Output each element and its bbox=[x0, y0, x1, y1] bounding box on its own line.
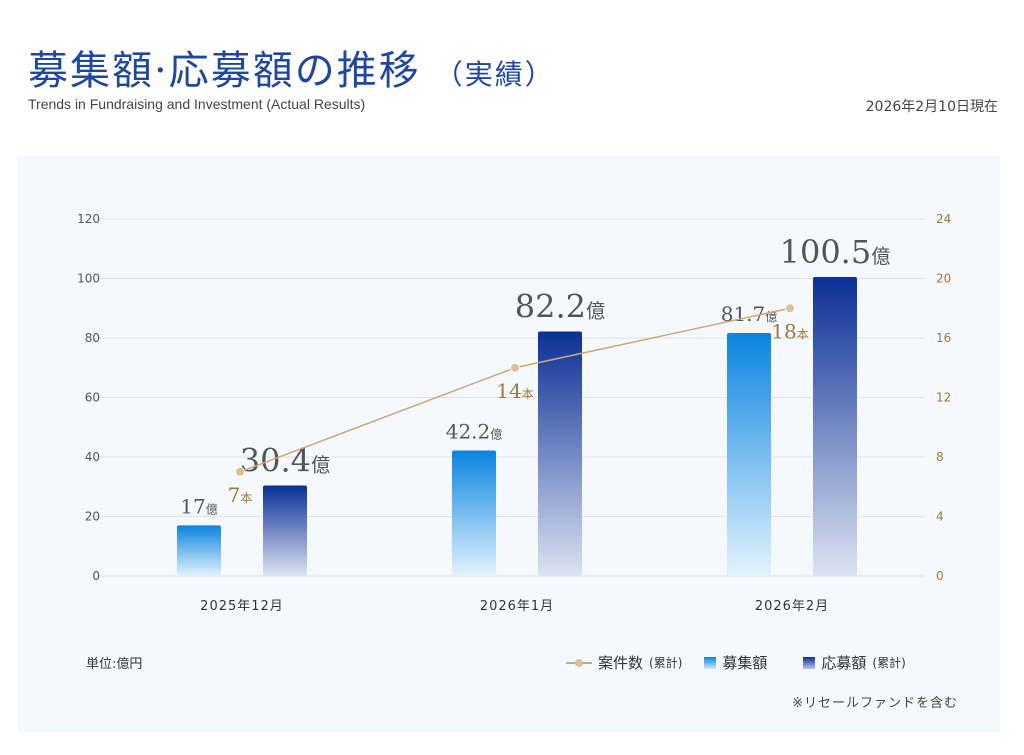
line-legend-icon bbox=[566, 658, 592, 667]
y-tick-label: 40 bbox=[85, 450, 100, 464]
y-tick-label: 60 bbox=[85, 391, 100, 405]
legend-apply-sub: (累計) bbox=[872, 656, 906, 670]
y-tick-label: 120 bbox=[77, 212, 100, 226]
count-point bbox=[510, 362, 520, 373]
bar-raise-label: 17億 bbox=[180, 494, 217, 518]
bar-apply-label: 100.5億 bbox=[780, 233, 891, 271]
y2-tick-label: 16 bbox=[936, 331, 951, 345]
legend-count-sub: (累計) bbox=[649, 656, 683, 670]
unit-label: 単位:億円 bbox=[86, 657, 143, 672]
y-tick-label: 20 bbox=[85, 510, 100, 524]
y2-tick-label: 8 bbox=[936, 450, 944, 464]
raise-legend-swatch bbox=[704, 656, 717, 669]
legend: 案件数 (累計) 募集額 応募額 (累計) bbox=[566, 652, 906, 673]
x-tick-label: 2026年2月 bbox=[755, 599, 829, 614]
bar-raise bbox=[177, 525, 221, 576]
x-tick-label: 2026年1月 bbox=[480, 599, 554, 614]
bar-apply bbox=[538, 331, 582, 576]
y2-tick-label: 20 bbox=[936, 272, 951, 286]
page-title: 募集額·応募額の推移 （実績） bbox=[28, 38, 555, 96]
y-tick-label: 0 bbox=[92, 569, 100, 583]
y-tick-label: 100 bbox=[77, 272, 100, 286]
legend-raise: 募集額 bbox=[722, 654, 768, 672]
legend-count: 案件数 bbox=[598, 654, 644, 672]
count-point bbox=[235, 466, 245, 477]
count-label: 14本 bbox=[496, 379, 533, 403]
bar-apply bbox=[263, 485, 307, 576]
count-label: 18本 bbox=[771, 319, 808, 343]
y2-tick-label: 24 bbox=[936, 212, 951, 226]
x-tick-label: 2025年12月 bbox=[200, 599, 284, 614]
y2-tick-label: 4 bbox=[936, 510, 944, 524]
apply-legend-swatch bbox=[803, 656, 816, 669]
bar-raise-label: 81.7億 bbox=[721, 302, 778, 326]
resale-note: ※リセールファンドを含む bbox=[792, 696, 958, 711]
subtitle: Trends in Fundraising and Investment (Ac… bbox=[28, 96, 366, 112]
title-main: 募集額·応募額の推移 bbox=[28, 48, 421, 94]
count-point bbox=[785, 303, 795, 314]
bar-raise-label: 42.2億 bbox=[446, 419, 503, 443]
count-label: 7本 bbox=[228, 483, 253, 507]
bar-apply-label: 30.4億 bbox=[240, 442, 330, 480]
as-of-date: 2026年2月10日現在 bbox=[865, 99, 998, 115]
title-suffix: （実績） bbox=[434, 58, 555, 91]
y2-tick-label: 0 bbox=[936, 569, 944, 583]
bar-raise bbox=[452, 450, 496, 576]
y-tick-label: 80 bbox=[85, 331, 100, 345]
bar-raise bbox=[727, 332, 771, 576]
legend-apply: 応募額 bbox=[821, 654, 867, 672]
bar-apply-label: 82.2億 bbox=[515, 287, 605, 325]
y2-tick-label: 12 bbox=[936, 391, 951, 405]
bar-apply bbox=[813, 277, 857, 576]
